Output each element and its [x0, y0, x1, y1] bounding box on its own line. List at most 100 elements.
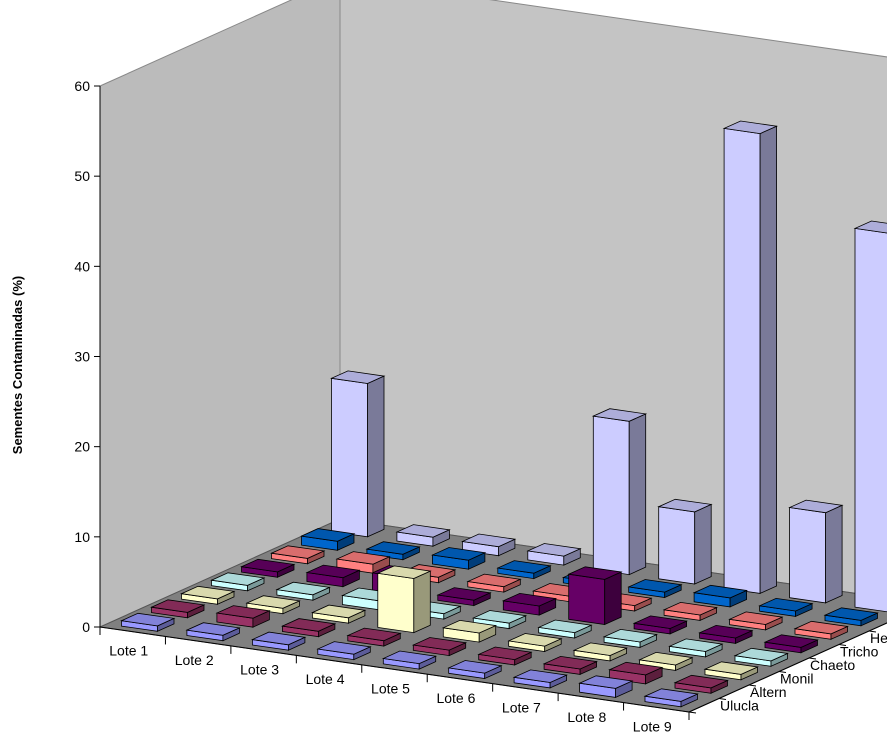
x-tick-label: Lote 4	[306, 671, 345, 687]
bar-tricho-7	[632, 615, 689, 635]
bar-penicil-2	[365, 541, 421, 561]
bar-ulucla-7	[512, 669, 569, 689]
bar-pestal-6	[657, 498, 713, 585]
bar-penicil-6	[627, 579, 683, 599]
bar-helmint-2	[335, 551, 391, 574]
x-tick-label: Lote 9	[633, 718, 672, 734]
bar-tricho-8	[698, 624, 754, 645]
x-axis: Lote 1 Lote 2 Lote 3 Lote 4 Lote 5 Lote 6 Lote…	[99, 626, 690, 734]
series-label: Tricho	[840, 643, 879, 659]
bar-monil-7	[572, 642, 629, 662]
y-tick-label: 30	[74, 349, 90, 365]
series-tick-mark	[688, 711, 697, 714]
bar-penicil-8	[758, 597, 814, 618]
series-label: Altern	[750, 684, 787, 700]
bar-monil-3	[310, 604, 367, 624]
bar-altern-3	[280, 618, 337, 638]
bar-helmint-4	[466, 573, 522, 593]
bar-penicil-3	[430, 547, 487, 570]
series-tick-mark	[868, 630, 877, 633]
bar-altern-8	[608, 661, 664, 685]
bar-altern-1	[150, 599, 206, 619]
y-tick-label: 10	[74, 529, 90, 545]
bar-penicil-7	[692, 584, 749, 608]
bar-monil-1	[180, 585, 236, 605]
bar-chaeto-5	[471, 610, 528, 630]
y-tick-label: 40	[74, 258, 90, 274]
x-tick-label: Lote 5	[371, 681, 410, 697]
bar-ulucla-3	[250, 631, 307, 651]
x-tick-label: Lote 3	[240, 662, 279, 678]
bar-chaeto-6	[537, 619, 593, 639]
bar-pestal-3	[460, 533, 517, 557]
x-axis-line	[99, 626, 690, 713]
y-axis-label: Sementes Contaminadas (%)	[10, 276, 25, 454]
bar-helmint-9	[793, 620, 849, 640]
x-tick-label: Lote 2	[175, 652, 214, 668]
bar-penicil-9	[823, 607, 879, 627]
bar-pestal-5	[591, 408, 648, 576]
series-label: Monil	[780, 670, 813, 686]
bar-ulucla-6	[447, 660, 503, 680]
bar-monil-6	[507, 633, 563, 653]
bar-chaeto-1	[210, 572, 266, 592]
x-tick-label: Lote 1	[109, 643, 148, 659]
bar-penicil-4	[496, 560, 552, 580]
series-label: Chaeto	[810, 657, 855, 673]
y-tick-label: 20	[74, 439, 90, 455]
bar-chaeto-2	[275, 581, 331, 601]
bar-ulucla-9	[643, 688, 699, 708]
bar-ulucla-1	[120, 612, 176, 632]
y-tick-label: 60	[74, 78, 90, 94]
bar-altern-4	[346, 627, 402, 647]
x-tick-label: Lote 8	[567, 709, 606, 725]
series-tick-mark	[838, 644, 847, 646]
bar-pestal-8	[788, 499, 844, 604]
bar-helmint-8	[728, 611, 784, 631]
bar-pestal-4	[526, 543, 582, 566]
y-tick-label: 0	[82, 619, 90, 635]
bar-ulucla-8	[578, 675, 634, 699]
bar-tricho-6	[567, 566, 623, 626]
series-tick-mark	[778, 671, 787, 673]
bar-ulucla-2	[185, 622, 241, 642]
bar-chaeto-8	[668, 638, 724, 658]
y-axis: 0 10 20 30 40 50 60	[74, 78, 101, 635]
bar-monil-9	[703, 661, 759, 681]
x-tick-label: Lote 7	[502, 699, 541, 715]
bar-tricho-2	[305, 564, 361, 588]
bar-ulucla-4	[316, 641, 372, 661]
series-tick-mark	[808, 657, 817, 660]
y-tick-label: 50	[74, 168, 90, 184]
bar-pestal-9	[853, 220, 887, 613]
bar-altern-2	[215, 605, 271, 628]
side-wall	[99, 0, 341, 628]
bar-ulucla-5	[381, 650, 438, 670]
bar-pestal-1	[330, 370, 386, 538]
bar-pestal-2	[395, 524, 451, 547]
series-tick-mark	[748, 684, 757, 687]
bar-tricho-1	[240, 558, 296, 578]
series-axis: UluclaAlternMonilChaetoTrichoHelmintPeni…	[688, 622, 887, 714]
bar-altern-7	[542, 655, 599, 676]
series-tick-mark	[718, 698, 727, 700]
bar-tricho-5	[501, 592, 558, 616]
series-label: Helmint	[870, 630, 887, 646]
bar-altern-5	[411, 637, 468, 657]
bar-chaeto-9	[733, 647, 789, 667]
bar-altern-9	[673, 674, 729, 694]
bar-pestal-7	[722, 120, 779, 595]
bar-helmint-1	[270, 545, 326, 565]
bar-monil-5	[441, 619, 498, 643]
bar-monil-8	[638, 651, 694, 672]
series-label: Ulucla	[720, 697, 759, 713]
bar-tricho-4	[436, 587, 492, 607]
bar-penicil-1	[300, 528, 356, 551]
bar-monil-4	[376, 565, 432, 634]
bar-helmint-7	[662, 601, 719, 622]
bar-altern-6	[477, 646, 533, 666]
x-tick-label: Lote 6	[436, 690, 475, 706]
bar-monil-2	[245, 595, 301, 615]
bar-tricho-9	[763, 634, 819, 654]
